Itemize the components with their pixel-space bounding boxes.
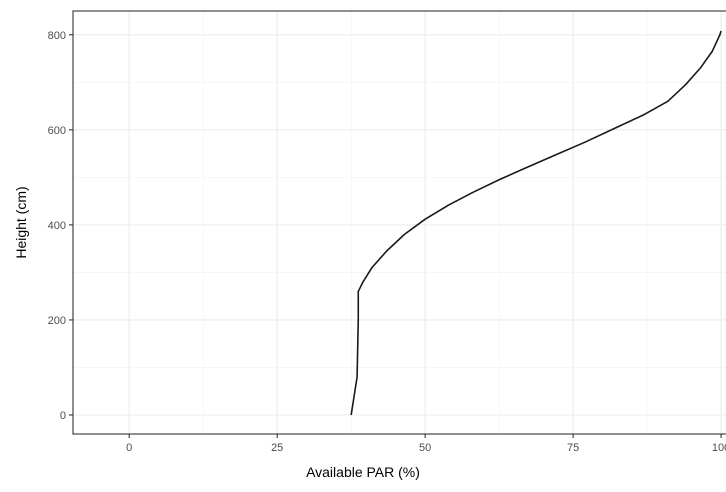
y-tick-label: 200 xyxy=(48,315,66,327)
y-axis-title: Height (cm) xyxy=(13,186,29,258)
x-axis-title: Available PAR (%) xyxy=(306,464,420,480)
x-tick-label: 75 xyxy=(567,442,579,454)
y-tick-label: 0 xyxy=(60,410,66,422)
x-tick-label: 50 xyxy=(419,442,431,454)
x-tick-label: 25 xyxy=(271,442,283,454)
plot-panel-border xyxy=(72,10,726,435)
x-tick-label: 0 xyxy=(126,442,132,454)
plot-panel xyxy=(73,11,726,434)
y-tick-label: 800 xyxy=(48,30,66,42)
y-tick-label: 600 xyxy=(48,125,66,137)
y-tick-label: 400 xyxy=(48,220,66,232)
x-tick-label: 100 xyxy=(712,442,726,454)
series-line-0 xyxy=(350,30,722,416)
